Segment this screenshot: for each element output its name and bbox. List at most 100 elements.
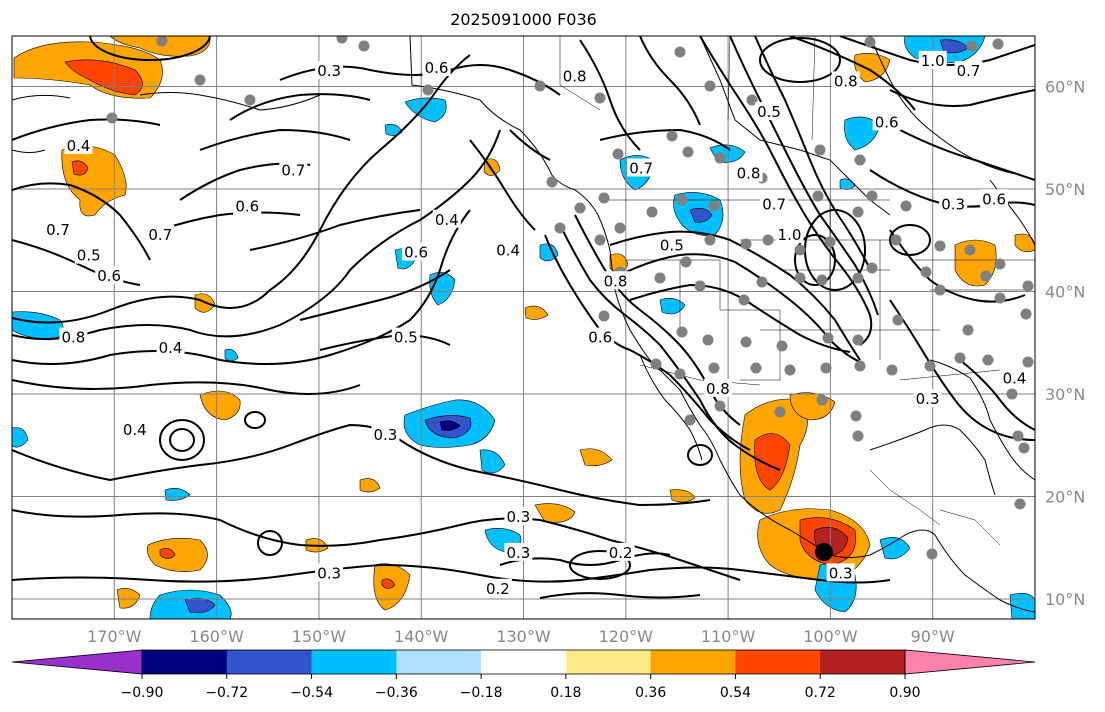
colorbar-label: −0.72 xyxy=(205,685,248,701)
station-marker xyxy=(714,152,726,164)
station-marker xyxy=(852,430,864,442)
contour-label-bg xyxy=(279,160,308,179)
station-marker xyxy=(1022,356,1034,368)
station-marker xyxy=(890,234,902,246)
colorbar-segment xyxy=(226,650,313,674)
station-marker xyxy=(750,362,762,374)
colorbar-label: 0.54 xyxy=(720,685,751,701)
contour-label-bg xyxy=(120,419,149,438)
station-marker xyxy=(920,266,932,278)
contour-label-bg xyxy=(918,50,947,69)
station-marker xyxy=(864,36,876,48)
contour-label: 0.2 xyxy=(609,544,633,562)
station-marker xyxy=(776,340,788,352)
station-marker xyxy=(682,146,694,158)
contour-label-bg xyxy=(939,194,968,213)
station-marker xyxy=(674,368,686,380)
contour-label-bg xyxy=(95,266,124,285)
contour-label-bg xyxy=(391,327,420,346)
station-marker xyxy=(594,92,606,104)
station-marker xyxy=(934,284,946,296)
contour-label: 0.8 xyxy=(834,72,858,90)
contour-label-bg xyxy=(872,112,901,131)
station-marker xyxy=(554,222,566,234)
station-marker xyxy=(1012,430,1024,442)
contour-label: 0.8 xyxy=(604,272,628,290)
contour-label: 0.4 xyxy=(123,421,147,439)
lat-tick-label: 60°N xyxy=(1045,78,1085,97)
contour-label: 0.7 xyxy=(281,162,305,180)
station-marker xyxy=(244,94,256,106)
station-marker xyxy=(106,112,118,124)
station-marker xyxy=(738,294,750,306)
station-marker xyxy=(812,190,824,202)
colorbar-segment xyxy=(735,650,821,674)
station-marker xyxy=(676,194,688,206)
station-marker xyxy=(824,236,836,248)
station-marker xyxy=(816,274,828,286)
contour-label-bg xyxy=(586,327,615,346)
station-marker xyxy=(820,362,832,374)
contour-label-bg xyxy=(146,225,175,244)
lon-tick-label: 120°W xyxy=(599,627,654,646)
station-marker xyxy=(574,202,586,214)
contour-label: 0.3 xyxy=(506,544,530,562)
map-area: 0.6 0.4 0.7 0.6 0.7 0.7 0.5 0.6 0.4 0.6 0.4 0.8 0.4 0… xyxy=(12,36,1035,619)
station-marker xyxy=(962,324,974,336)
contour-label-bg xyxy=(74,245,103,264)
station-marker xyxy=(1022,280,1034,292)
contour-label: 0.3 xyxy=(317,564,341,582)
station-marker xyxy=(794,272,806,284)
contour-label: 0.6 xyxy=(982,190,1006,208)
contour-label: 0.3 xyxy=(506,508,530,526)
contour-label: 0.8 xyxy=(563,67,587,85)
station-marker xyxy=(866,190,878,202)
contour-label: 0.4 xyxy=(67,137,91,155)
colorbar-segment xyxy=(650,650,736,674)
contour-label: 0.3 xyxy=(916,390,940,408)
contour-label: 0.3 xyxy=(317,62,341,80)
station-marker xyxy=(934,240,946,252)
longitude-axis: 170°W 160°W 150°W 140°W 130°W 120°W 110°W 100°W… xyxy=(87,627,955,646)
contour-label: 0.7 xyxy=(46,221,70,239)
station-marker xyxy=(784,364,796,376)
lon-tick-label: 140°W xyxy=(394,627,449,646)
contour-label-bg xyxy=(432,209,461,228)
contour-label: 0.6 xyxy=(425,59,449,77)
station-marker xyxy=(866,262,878,274)
lon-tick-label: 100°W xyxy=(803,627,858,646)
contour-label-bg xyxy=(734,163,763,182)
station-marker xyxy=(694,280,706,292)
station-marker xyxy=(850,410,862,422)
contour-label: 0.7 xyxy=(762,195,786,213)
contour-label-bg xyxy=(315,563,344,582)
contour-label-bg xyxy=(504,542,533,561)
contour-label: 0.8 xyxy=(61,329,85,347)
contour-label-bg xyxy=(483,578,512,597)
observation-markers xyxy=(106,36,1034,560)
station-marker xyxy=(680,256,692,268)
station-marker xyxy=(852,272,864,284)
station-marker xyxy=(992,38,1004,50)
contour-label-bg xyxy=(913,389,942,408)
lon-tick-label: 160°W xyxy=(189,627,244,646)
contour-label: 0.4 xyxy=(435,211,459,229)
station-marker xyxy=(594,234,606,246)
contour-label-bg xyxy=(980,189,1009,208)
colorbar-label: 0.90 xyxy=(889,685,920,701)
contour-label-bg xyxy=(826,563,855,582)
contour-label-bg xyxy=(760,194,789,213)
contour-label-bg xyxy=(657,235,686,254)
contour-label-bg xyxy=(44,220,73,238)
contour-label: 0.5 xyxy=(660,236,684,254)
station-marker xyxy=(598,310,610,322)
contour-label-bg xyxy=(504,507,533,525)
colorbar-label: −0.54 xyxy=(290,685,333,701)
station-marker xyxy=(676,326,688,338)
contour-labels: 0.6 0.4 0.7 0.6 0.7 0.7 0.5 0.6 0.4 0.6 0.4 0.8 0.4 0… xyxy=(44,50,1029,598)
station-marker xyxy=(762,234,774,246)
lat-tick-label: 50°N xyxy=(1045,180,1085,199)
contour-label-bg xyxy=(601,271,630,290)
contour-label: 0.5 xyxy=(757,103,781,121)
